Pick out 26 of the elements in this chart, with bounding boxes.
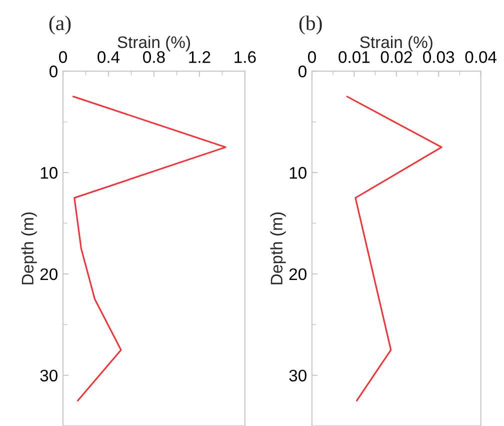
x-tick-label: 0: [308, 51, 316, 63]
x-tick-label: 0.04: [465, 51, 497, 63]
y-axis-title: Depth (m): [21, 212, 37, 284]
y-tick-label: 10: [290, 166, 306, 179]
x-tick-label: 1.2: [189, 51, 210, 63]
line-series: [346, 96, 442, 402]
x-tick-label: 0.4: [98, 51, 120, 63]
y-tick-label: 20: [289, 268, 306, 280]
y-tick-label: 30: [40, 370, 58, 382]
line-series: [72, 96, 226, 402]
y-axis-title: Depth (m): [270, 212, 286, 284]
y-tick-label: 0: [50, 66, 58, 78]
x-axis-title: Strain (%): [360, 36, 432, 52]
x-tick-label: 0.01: [338, 51, 370, 63]
y-tick-label: 20: [40, 268, 58, 280]
x-axis-title: Strain (%): [118, 36, 190, 52]
y-tick-label: 30: [289, 370, 306, 382]
y-tick-label: 10: [40, 166, 58, 179]
text: (a): [49, 16, 71, 34]
y-tick-label: 0: [298, 66, 306, 78]
x-tick-label: 1.6: [234, 51, 256, 63]
x-tick-label: 0.8: [143, 51, 165, 63]
text: (b): [299, 16, 322, 34]
x-tick-label: 0.02: [380, 51, 412, 63]
x-tick-label: 0: [59, 51, 67, 63]
x-tick-label: 0.03: [423, 51, 454, 63]
